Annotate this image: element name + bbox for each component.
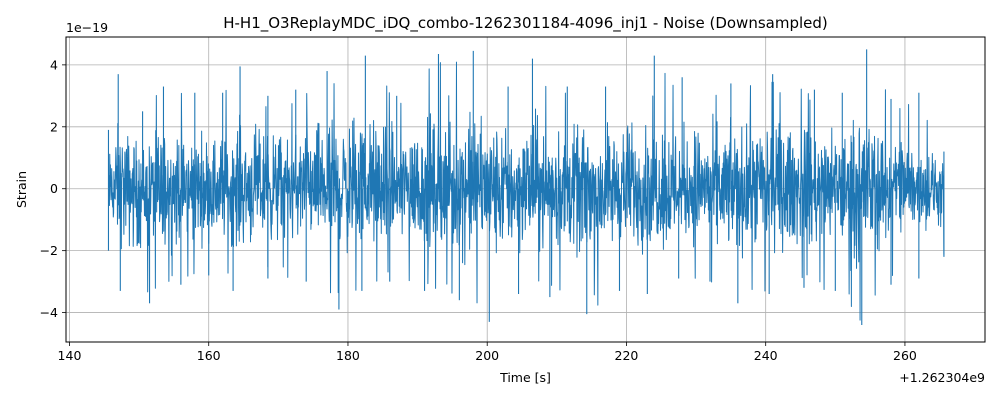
x-tick-label: 200 xyxy=(475,348,499,363)
axis-ticks: 140 160 180 200 220 240 260 −4 −2 0 2 4 xyxy=(40,57,917,363)
x-tick-label: 220 xyxy=(615,348,639,363)
signal-series xyxy=(107,49,945,325)
y-tick-label: −4 xyxy=(40,305,58,320)
x-tick-label: 180 xyxy=(336,348,360,363)
plot-frame xyxy=(65,36,986,343)
y-tick-label: 0 xyxy=(50,181,58,196)
y-axis-exponent: 1e−19 xyxy=(66,20,108,35)
x-tick-label: 240 xyxy=(754,348,778,363)
y-axis-label: Strain xyxy=(14,171,29,208)
x-tick-label: 140 xyxy=(58,348,82,363)
x-tick-label: 260 xyxy=(893,348,917,363)
signal-line xyxy=(107,61,945,321)
y-tick-label: 2 xyxy=(50,119,58,134)
x-axis-label: Time [s] xyxy=(499,370,551,385)
y-tick-label: 4 xyxy=(50,57,58,72)
chart-title: H-H1_O3ReplayMDC_iDQ_combo-1262301184-40… xyxy=(223,14,828,33)
y-tick-label: −2 xyxy=(40,243,58,258)
x-tick-label: 160 xyxy=(197,348,221,363)
x-axis-offset: +1.262304e9 xyxy=(899,370,985,385)
